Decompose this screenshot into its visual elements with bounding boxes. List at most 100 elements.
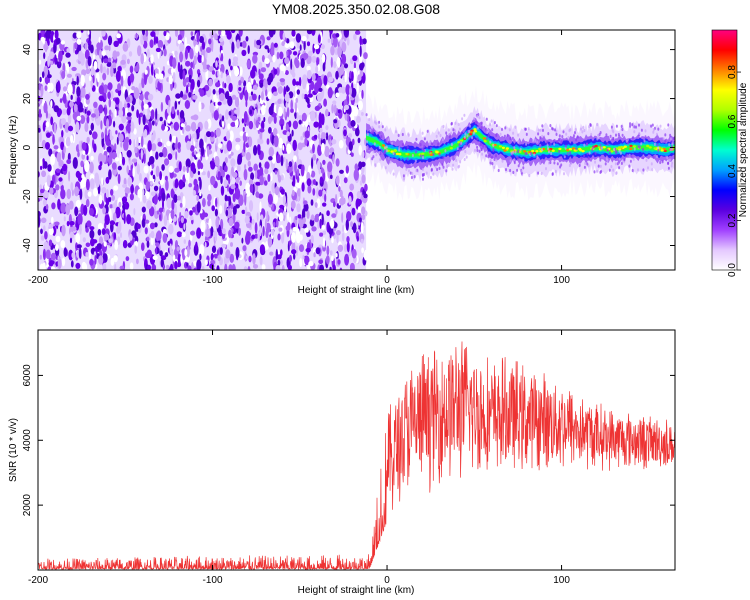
- noise-speck: [251, 234, 256, 240]
- noise-speck: [41, 139, 47, 149]
- ridge-halo-speck: [537, 128, 540, 132]
- noise-speck: [149, 206, 155, 217]
- ridge-halo-speck: [638, 131, 641, 136]
- ridge-halo-speck: [506, 133, 509, 137]
- noise-speck: [157, 196, 162, 201]
- noise-speck: [311, 157, 314, 170]
- noise-speck: [188, 69, 192, 76]
- noise-speck: [74, 42, 78, 50]
- noise-speck: [304, 227, 309, 233]
- noise-speck: [343, 129, 347, 137]
- noise-speck: [217, 101, 222, 106]
- noise-speck: [228, 195, 232, 206]
- noise-speck: [73, 103, 78, 113]
- noise-speck: [220, 185, 225, 196]
- noise-speck: [265, 88, 268, 97]
- noise-speck: [275, 248, 278, 261]
- noise-speck: [141, 77, 145, 89]
- noise-speck: [47, 56, 50, 68]
- noise-speck: [292, 78, 296, 86]
- noise-speck: [255, 191, 260, 198]
- noise-speck: [81, 69, 86, 76]
- noise-speck: [145, 181, 150, 191]
- noise-speck: [357, 206, 361, 214]
- noise-speck: [288, 161, 293, 168]
- ridge-halo-speck: [573, 134, 575, 138]
- noise-speck: [362, 38, 367, 45]
- noise-speck: [244, 164, 247, 170]
- noise-speck: [253, 125, 257, 130]
- noise-speck: [76, 31, 82, 39]
- ridge-halo-speck: [441, 163, 444, 167]
- ridge-halo-speck: [485, 136, 488, 141]
- ridge-halo-speck: [541, 124, 544, 128]
- noise-speck: [155, 36, 159, 44]
- noise-speck: [223, 179, 228, 187]
- noise-speck: [302, 217, 307, 224]
- noise-speck: [205, 228, 211, 238]
- noise-speck: [346, 236, 350, 243]
- noise-speck: [187, 82, 190, 88]
- ridge-halo-speck: [478, 149, 481, 153]
- noise-speck: [218, 37, 224, 43]
- ridge-halo-speck: [630, 155, 633, 159]
- noise-speck: [182, 165, 186, 173]
- noise-speck: [235, 204, 240, 209]
- noise-speck: [150, 109, 155, 120]
- noise-speck: [283, 107, 286, 118]
- noise-speck: [226, 130, 231, 141]
- noise-speck: [350, 120, 356, 127]
- noise-speck: [244, 252, 247, 262]
- noise-speck: [88, 75, 92, 82]
- noise-speck: [243, 168, 248, 181]
- noise-speck: [214, 208, 218, 217]
- noise-speck: [174, 50, 178, 57]
- noise-speck: [244, 193, 247, 206]
- noise-speck: [348, 195, 352, 205]
- noise-speck: [356, 198, 362, 206]
- ridge-halo-speck: [615, 171, 618, 175]
- noise-speck: [143, 165, 149, 174]
- noise-speck: [358, 169, 362, 175]
- noise-speck: [138, 94, 144, 101]
- noise-speck: [346, 241, 350, 253]
- ridge-halo-speck: [467, 144, 470, 148]
- noise-speck: [78, 106, 84, 113]
- ridge-halo-speck: [522, 158, 525, 162]
- noise-speck: [218, 59, 221, 64]
- ridge-halo-speck: [445, 169, 448, 173]
- ridge-hotspot: [501, 146, 505, 149]
- noise-speck: [350, 152, 354, 157]
- noise-speck: [43, 190, 49, 199]
- noise-speck: [225, 249, 231, 260]
- noise-speck: [355, 127, 360, 137]
- ridge-halo-speck: [614, 150, 617, 155]
- noise-speck: [147, 105, 150, 117]
- noise-speck: [114, 263, 117, 270]
- ridge-halo-speck: [493, 165, 496, 169]
- noise-speck: [292, 71, 296, 78]
- noise-speck: [351, 248, 357, 259]
- noise-speck: [346, 211, 352, 222]
- ridge-hotspot: [523, 150, 527, 153]
- noise-speck: [279, 64, 285, 72]
- noise-speck: [239, 180, 242, 186]
- noise-speck: [267, 193, 273, 205]
- ridge-halo-speck: [662, 137, 665, 141]
- ridge-halo-speck: [629, 159, 632, 163]
- noise-speck: [87, 56, 92, 67]
- colorbar-tick-label: 0.0: [727, 263, 738, 277]
- ridge-halo-speck: [493, 121, 496, 125]
- noise-speck: [234, 221, 240, 229]
- noise-speck: [149, 150, 153, 158]
- ridge-halo-speck: [487, 128, 490, 133]
- noise-speck: [141, 206, 146, 213]
- noise-speck: [361, 247, 364, 254]
- noise-speck: [277, 174, 282, 183]
- ridge-halo-speck: [409, 171, 412, 175]
- noise-speck: [194, 150, 197, 156]
- noise-speck: [72, 32, 78, 39]
- noise-speck: [190, 121, 197, 132]
- noise-speck: [230, 122, 236, 127]
- ridge-halo-speck: [450, 131, 453, 135]
